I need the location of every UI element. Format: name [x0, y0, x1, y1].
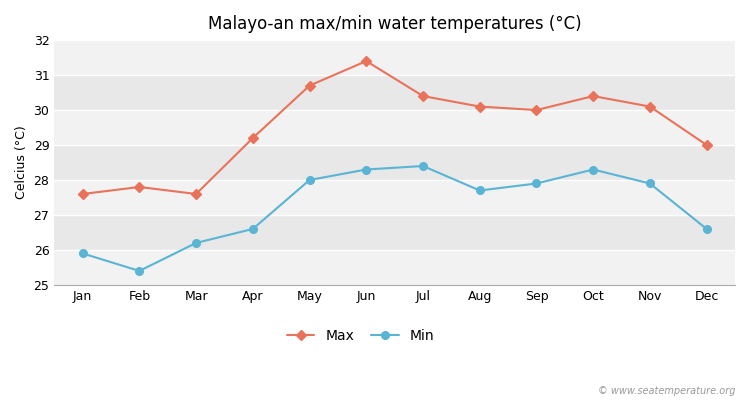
Max: [191, 192, 200, 196]
Min: [305, 178, 314, 182]
Max: [78, 192, 87, 196]
Max: [305, 83, 314, 88]
Min: [248, 226, 257, 231]
Max: [702, 143, 711, 148]
Min: [419, 164, 428, 168]
Min: [135, 268, 144, 273]
Title: Malayo-an max/min water temperatures (°C): Malayo-an max/min water temperatures (°C…: [208, 15, 581, 33]
Bar: [54, 180, 735, 215]
Max: [589, 94, 598, 98]
Max: [135, 184, 144, 189]
Min: [476, 188, 484, 193]
Line: Max: Max: [80, 58, 710, 198]
Min: [702, 226, 711, 231]
Bar: [54, 40, 735, 75]
Bar: [54, 75, 735, 110]
Bar: [54, 110, 735, 145]
Min: [191, 240, 200, 245]
Text: © www.seatemperature.org: © www.seatemperature.org: [598, 386, 735, 396]
Max: [646, 104, 655, 109]
Min: [78, 251, 87, 256]
Min: [362, 167, 370, 172]
Min: [589, 167, 598, 172]
Max: [532, 108, 541, 112]
Max: [476, 104, 484, 109]
Bar: [54, 250, 735, 285]
Min: [532, 181, 541, 186]
Legend: Max, Min: Max, Min: [281, 324, 440, 349]
Max: [248, 136, 257, 140]
Y-axis label: Celcius (°C): Celcius (°C): [15, 126, 28, 199]
Max: [419, 94, 428, 98]
Max: [362, 59, 370, 64]
Bar: [54, 215, 735, 250]
Line: Min: Min: [79, 162, 710, 275]
Min: [646, 181, 655, 186]
Bar: [54, 145, 735, 180]
